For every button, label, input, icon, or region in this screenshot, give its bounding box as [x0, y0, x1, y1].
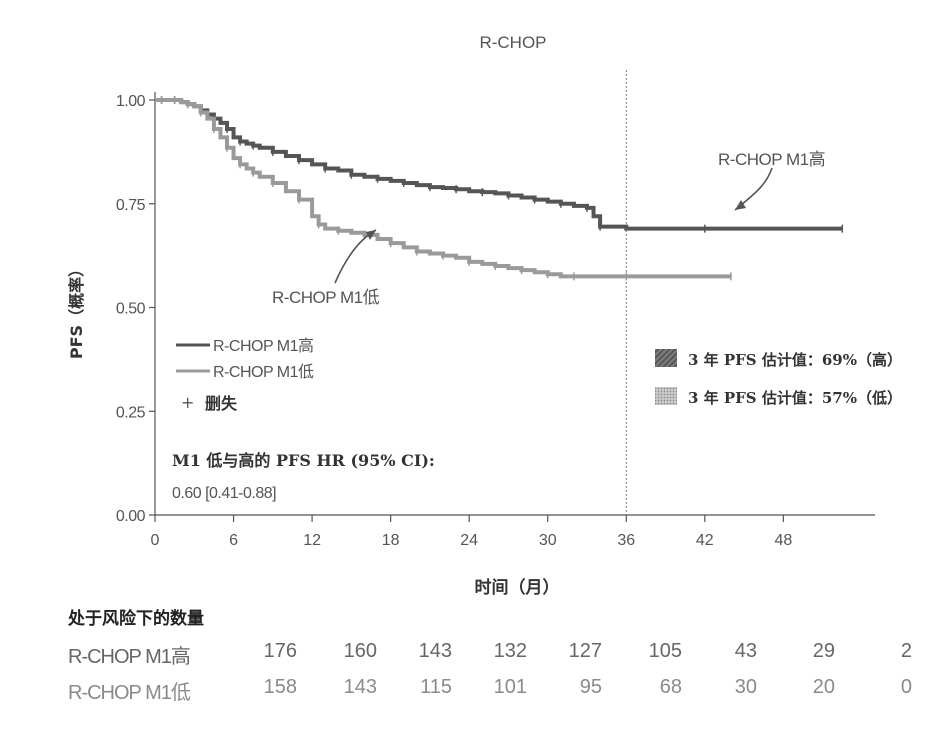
risk-cell: 143 [343, 676, 377, 698]
risk-cell: 43 [734, 640, 757, 662]
risk-cell: 101 [493, 676, 527, 698]
risk-row-high: R-CHOP M1高 176 160 143 132 127 105 43 29 2 [0, 640, 940, 668]
x-tick-label: 24 [460, 532, 478, 549]
legend-label-low: R-CHOP M1低 [213, 363, 314, 381]
hazard-ratio: M1 低与高的 PFS HR (95% CI): 0.60 [0.41-0.88… [172, 451, 435, 502]
hr-line2: 0.60 [0.41-0.88] [172, 485, 276, 502]
risk-cell: 30 [734, 676, 757, 698]
risk-cell: 132 [493, 640, 527, 662]
hr-line1: M1 低与高的 PFS HR (95% CI): [172, 451, 435, 470]
annotation-high: R-CHOP M1高 [718, 150, 826, 211]
legend-label-high: R-CHOP M1高 [213, 337, 314, 355]
y-tick-label: 0.50 [116, 301, 146, 318]
estimate-label-high: 3 年 PFS 估计值：69%（高） [688, 351, 902, 369]
x-tick-label: 12 [303, 532, 321, 549]
x-tick-label: 48 [774, 532, 792, 549]
estimate-swatch-low [655, 387, 677, 405]
y-axis-label: PFS（概率） [67, 261, 86, 359]
risk-row-label: R-CHOP M1低 [68, 682, 191, 704]
x-tick-label: 18 [382, 532, 400, 549]
risk-cell: 20 [812, 676, 835, 698]
x-tick-label: 30 [539, 532, 557, 549]
legend-label-censor: 删失 [205, 394, 238, 413]
risk-table-title: 处于风险下的数量 [68, 609, 204, 629]
series-low-curve [155, 98, 731, 279]
x-tick-label: 42 [696, 532, 714, 549]
x-tick-label: 0 [151, 532, 160, 549]
risk-cell: 0 [900, 676, 912, 698]
legend: R-CHOP M1高 R-CHOP M1低 + 删失 [176, 337, 314, 413]
risk-cell: 105 [648, 640, 682, 662]
risk-cell: 95 [579, 676, 602, 698]
risk-cell: 2 [900, 640, 912, 662]
pfs-estimates: 3 年 PFS 估计值：69%（高） 3 年 PFS 估计值：57%（低） [655, 349, 902, 407]
annotation-low-arrowhead [366, 230, 376, 240]
annotation-low: R-CHOP M1低 [272, 229, 380, 307]
km-chart: R-CHOP PFS（概率） 时间（月） 0.00 0.25 0.50 0.75 1.0… [67, 33, 902, 598]
axes [154, 92, 875, 516]
chart-title: R-CHOP [479, 33, 546, 52]
estimate-label-low: 3 年 PFS 估计值：57%（低） [688, 389, 902, 407]
x-axis-label: 时间（月） [475, 577, 560, 598]
risk-row-label: R-CHOP M1高 [68, 646, 191, 668]
legend-censor-icon: + [181, 393, 194, 412]
risk-table: 处于风险下的数量 R-CHOP M1高 176 160 143 132 127 105 43… [0, 600, 940, 720]
risk-cell: 127 [568, 640, 602, 662]
risk-cell: 158 [263, 676, 297, 698]
annotation-low-label: R-CHOP M1低 [272, 288, 380, 307]
risk-cell: 143 [418, 640, 452, 662]
tick-labels: 0.00 0.25 0.50 0.75 1.00 0 6 12 18 24 30 36 42 48 [116, 93, 793, 549]
risk-cell: 115 [420, 676, 452, 698]
risk-cell: 29 [812, 640, 835, 662]
risk-cell: 176 [263, 640, 297, 662]
risk-row-low: R-CHOP M1低 158 143 115 101 95 68 30 20 0 [0, 676, 940, 704]
estimate-swatch-high [655, 349, 677, 367]
risk-cell: 68 [659, 676, 682, 698]
y-tick-label: 0.75 [116, 197, 146, 214]
annotation-high-label: R-CHOP M1高 [718, 150, 825, 169]
x-tick-label: 36 [617, 532, 635, 549]
survival-curves [155, 96, 844, 281]
y-tick-label: 0.00 [116, 508, 146, 525]
risk-cell: 160 [343, 640, 377, 662]
annotation-high-arrowhead [735, 200, 746, 210]
y-tick-label: 0.25 [116, 404, 146, 421]
x-tick-label: 6 [229, 532, 238, 549]
y-tick-label: 1.00 [116, 93, 146, 110]
